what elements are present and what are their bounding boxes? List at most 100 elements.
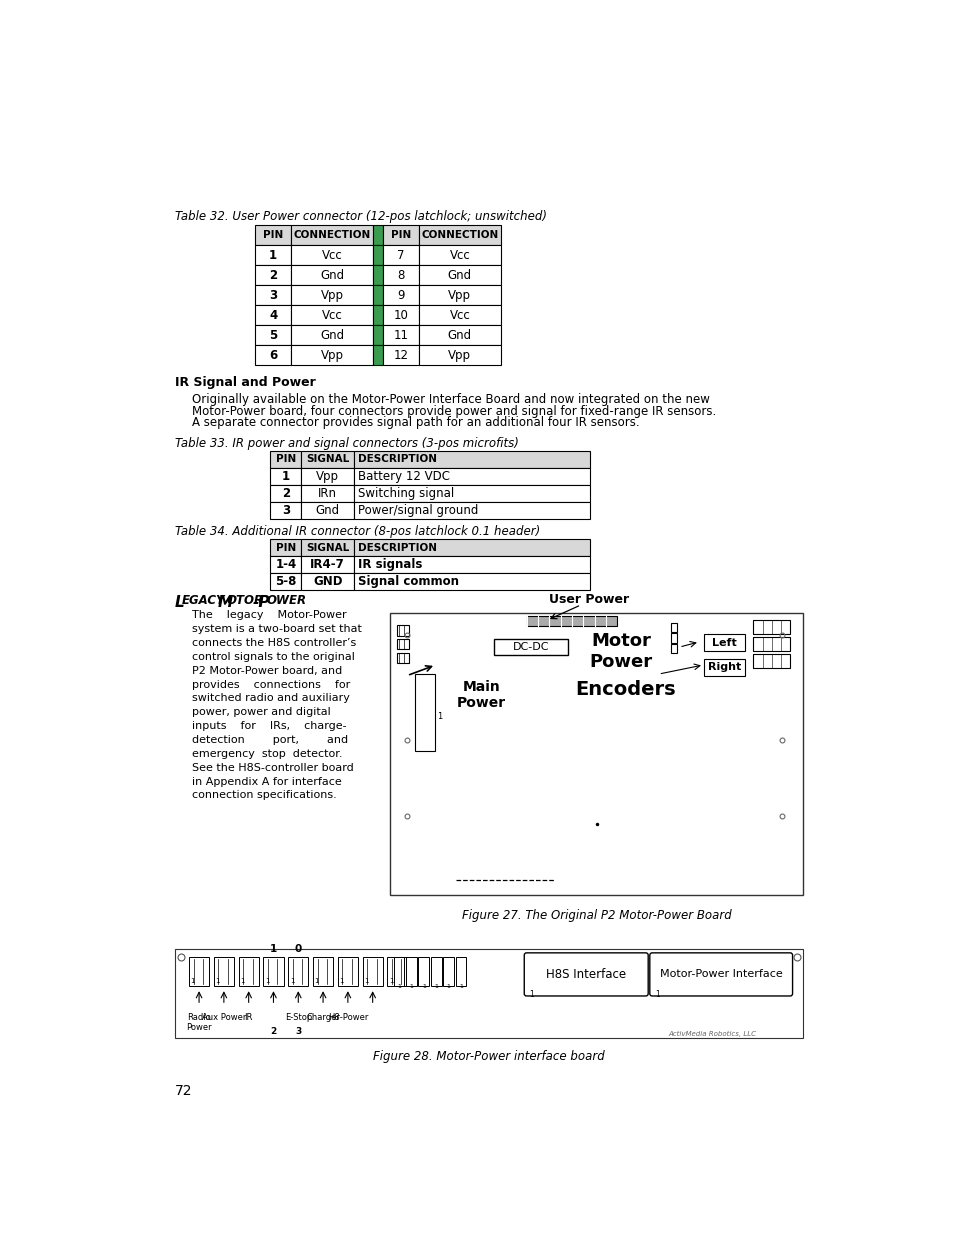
Text: CONNECTION: CONNECTION [294, 230, 370, 241]
Text: H8S Interface: H8S Interface [545, 968, 625, 981]
Text: PIN: PIN [275, 454, 295, 464]
Text: 72: 72 [174, 1084, 193, 1098]
Text: Vpp: Vpp [320, 348, 343, 362]
Text: Left: Left [711, 637, 736, 647]
Bar [387, 957, 407, 986]
Bar [213, 957, 233, 986]
Text: Power/signal ground: Power/signal ground [357, 504, 477, 516]
Text: IR Signal and Power: IR Signal and Power [174, 377, 315, 389]
Text: Gnd: Gnd [319, 329, 344, 342]
Bar [291, 325, 373, 346]
Bar [418, 957, 429, 986]
Bar [270, 556, 301, 573]
Text: Figure 27. The Original P2 Motor-Power Board: Figure 27. The Original P2 Motor-Power B… [461, 909, 731, 923]
Bar [382, 346, 418, 366]
Bar [362, 957, 382, 986]
Text: 1: 1 [409, 983, 413, 989]
Bar [703, 634, 744, 651]
Text: 1: 1 [215, 978, 219, 984]
Bar [270, 484, 301, 501]
Bar [373, 285, 382, 305]
Bar [354, 451, 590, 468]
Text: IRn: IRn [318, 487, 336, 500]
Text: 4: 4 [269, 309, 277, 322]
Bar [382, 325, 418, 346]
Bar [301, 573, 354, 590]
Bar [753, 620, 790, 634]
Bar [396, 652, 409, 663]
Bar [254, 325, 291, 346]
Bar [703, 658, 744, 676]
Text: Vpp: Vpp [320, 289, 343, 301]
Text: -P: -P [253, 595, 270, 610]
Bar [254, 285, 291, 305]
Text: 1: 1 [458, 983, 462, 989]
Bar [354, 501, 590, 519]
Text: 1-4: 1-4 [275, 558, 296, 572]
Bar [270, 501, 301, 519]
Text: IR signals: IR signals [357, 558, 422, 572]
Text: CONNECTION: CONNECTION [421, 230, 498, 241]
Bar [373, 305, 382, 325]
Bar [254, 305, 291, 325]
Text: Motor-Power Interface: Motor-Power Interface [659, 969, 781, 979]
Text: 1: 1 [339, 978, 343, 984]
Text: 1: 1 [314, 978, 318, 984]
Text: switched radio and auxiliary: switched radio and auxiliary [192, 693, 350, 704]
Text: Encoders: Encoders [575, 680, 675, 699]
Text: Gnd: Gnd [319, 269, 344, 282]
Text: 1: 1 [240, 978, 244, 984]
Text: EGACY: EGACY [182, 594, 225, 608]
Text: system is a two-board set that: system is a two-board set that [192, 624, 361, 634]
Bar [291, 266, 373, 285]
Text: 3: 3 [294, 1026, 301, 1036]
Text: Vcc: Vcc [449, 248, 470, 262]
Bar [301, 556, 354, 573]
Bar [291, 346, 373, 366]
Bar [301, 540, 354, 556]
FancyBboxPatch shape [649, 953, 792, 995]
Text: 5: 5 [269, 329, 277, 342]
Text: detection        port,        and: detection port, and [192, 735, 348, 745]
Bar [382, 225, 418, 246]
Text: 1: 1 [290, 978, 294, 984]
Text: Gnd: Gnd [447, 269, 472, 282]
Bar [443, 957, 454, 986]
Bar [313, 957, 333, 986]
Bar [418, 266, 500, 285]
Text: 1: 1 [446, 983, 450, 989]
Text: Vcc: Vcc [321, 248, 342, 262]
Text: PIN: PIN [275, 543, 295, 553]
Bar [373, 325, 382, 346]
Bar [354, 484, 590, 501]
Text: 2: 2 [269, 269, 277, 282]
Text: Vcc: Vcc [321, 309, 342, 322]
Text: H8-Power: H8-Power [327, 1013, 368, 1021]
Text: Right: Right [707, 662, 740, 672]
Text: L: L [174, 595, 185, 610]
Text: DESCRIPTION: DESCRIPTION [357, 454, 436, 464]
Text: 6: 6 [269, 348, 277, 362]
Bar [189, 957, 209, 986]
Text: PIN: PIN [263, 230, 283, 241]
Text: See the H8S-controller board: See the H8S-controller board [192, 763, 354, 773]
Bar [396, 625, 409, 636]
Bar [418, 305, 500, 325]
Text: Gnd: Gnd [447, 329, 472, 342]
Bar [263, 957, 283, 986]
Bar [354, 556, 590, 573]
Text: DESCRIPTION: DESCRIPTION [357, 543, 436, 553]
Text: 8: 8 [396, 269, 404, 282]
Text: 5-8: 5-8 [274, 576, 296, 588]
Bar [390, 613, 802, 895]
Text: Battery 12 VDC: Battery 12 VDC [357, 469, 450, 483]
Bar [270, 468, 301, 484]
Text: inputs    for    IRs,    charge-: inputs for IRs, charge- [192, 721, 346, 731]
Text: ActivMedia Robotics, LLC: ActivMedia Robotics, LLC [668, 1031, 756, 1037]
Bar [270, 540, 301, 556]
Bar [418, 225, 500, 246]
Text: connection specifications.: connection specifications. [192, 790, 336, 800]
Bar [670, 622, 677, 632]
Text: Signal common: Signal common [357, 576, 458, 588]
Text: Motor
Power: Motor Power [589, 632, 652, 671]
